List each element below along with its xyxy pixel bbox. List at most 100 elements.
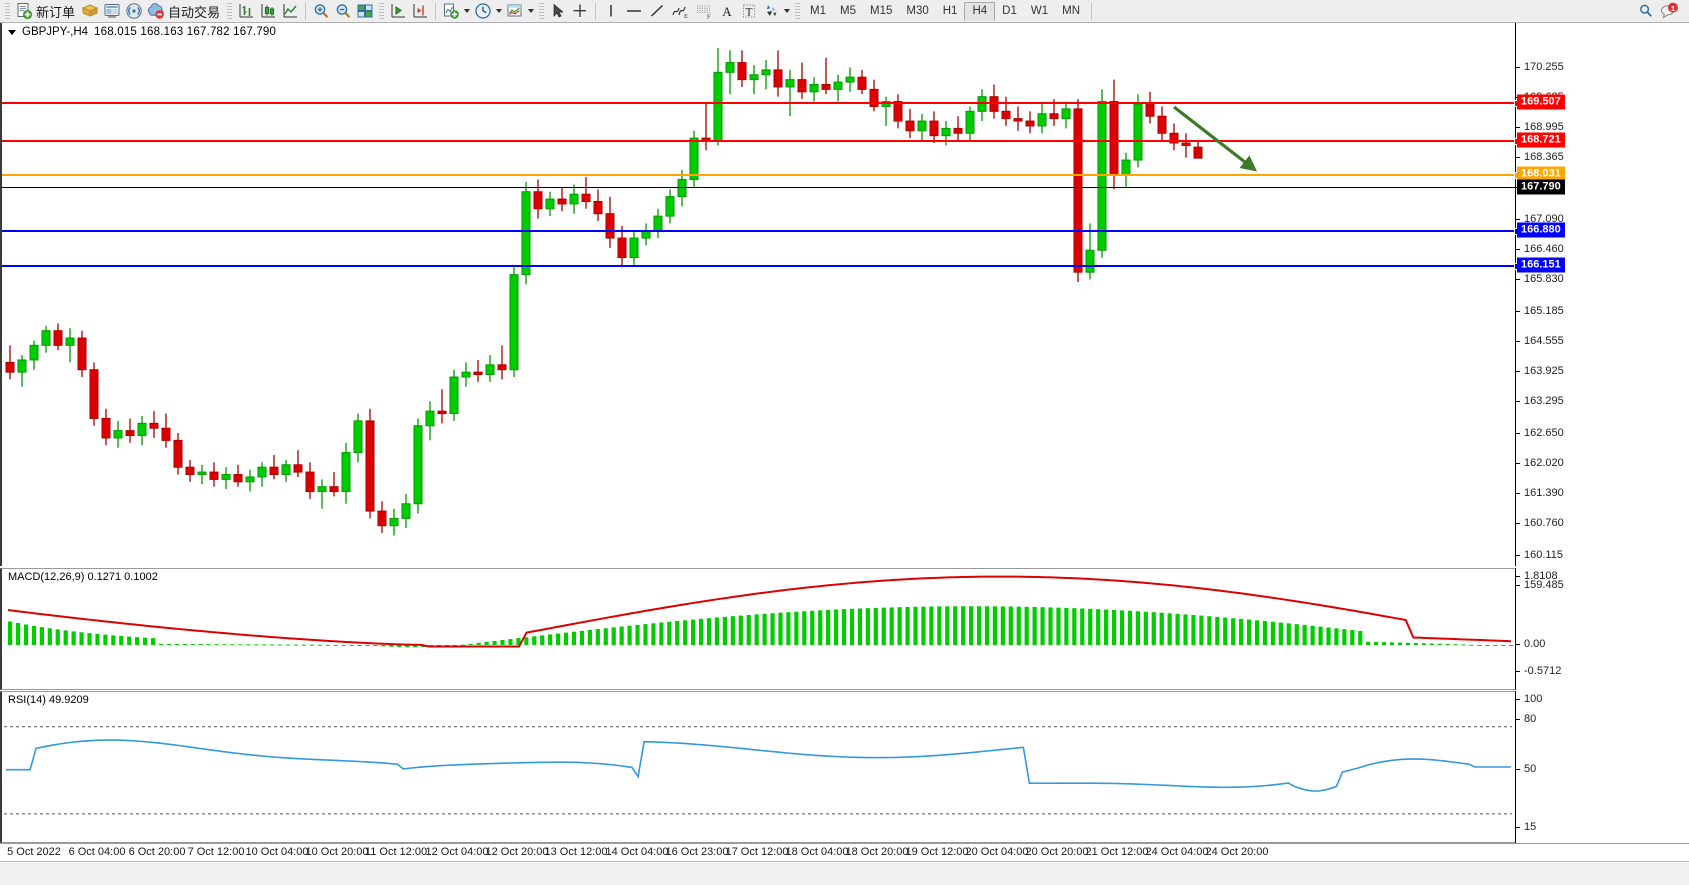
toolbar-grip-2[interactable] xyxy=(227,2,233,20)
vertical-line-button[interactable] xyxy=(600,1,622,22)
toolbar-grip-3[interactable] xyxy=(379,2,385,20)
timeframe-w1[interactable]: W1 xyxy=(1030,5,1049,17)
zoom-out-icon xyxy=(336,4,351,18)
trendline-button[interactable] xyxy=(646,1,668,22)
tile-windows-button[interactable] xyxy=(354,1,376,22)
timeframe-m5[interactable]: M5 xyxy=(840,5,856,17)
elliott-wave-button[interactable]: E xyxy=(668,1,692,22)
tile-windows-icon xyxy=(357,4,373,18)
timeframe-h4[interactable]: H4 xyxy=(964,1,996,21)
time-tick: 18 Oct 04:00 xyxy=(785,846,849,858)
search-icon xyxy=(1640,4,1652,17)
level-line-pivot[interactable] xyxy=(2,172,1521,179)
chart-window[interactable]: GBPJPY-,H4 168.015 168.163 167.782 167.7… xyxy=(0,23,1689,885)
price-level-label-support-1[interactable]: 166.880 xyxy=(1517,222,1565,238)
toolbar-grip-4[interactable] xyxy=(539,2,545,20)
level-line-support-1[interactable] xyxy=(2,228,1521,235)
timeframe-m30[interactable]: M30 xyxy=(906,5,929,17)
text-icon: A xyxy=(722,4,732,19)
price-scale[interactable]: 170.255169.625168.995168.365167.735167.0… xyxy=(1515,23,1689,591)
level-line-resistance-1[interactable] xyxy=(2,100,1521,107)
toolbar-separator-3 xyxy=(595,2,597,20)
fibonacci-icon: F xyxy=(697,5,711,21)
shift-start-button[interactable] xyxy=(387,1,409,22)
scale-tick: 1.8108 xyxy=(1516,570,1558,582)
price-level-label-support-2[interactable]: 166.151 xyxy=(1517,257,1565,273)
text-label-button[interactable]: T xyxy=(738,1,760,22)
timeframe-d1[interactable]: D1 xyxy=(1002,5,1017,17)
bar-chart-icon xyxy=(239,4,254,18)
price-chart-pane[interactable]: GBPJPY-,H4 168.015 168.163 167.782 167.7… xyxy=(0,23,1521,566)
time-tick: 19 Oct 12:00 xyxy=(905,846,969,858)
periods-dropdown-caret[interactable] xyxy=(496,9,503,13)
shift-end-button[interactable] xyxy=(409,1,431,22)
rsi-series xyxy=(4,726,1512,815)
timeframe-m15[interactable]: M15 xyxy=(870,5,893,17)
price-tick: 161.390 xyxy=(1516,487,1564,499)
shapes-dropdown-caret[interactable] xyxy=(784,9,791,13)
time-tick: 10 Oct 20:00 xyxy=(305,846,369,858)
trendline-icon xyxy=(651,4,664,17)
price-tick: 170.255 xyxy=(1516,61,1564,73)
profile-button[interactable] xyxy=(79,1,101,22)
timeframe-h1[interactable]: H1 xyxy=(942,5,958,17)
new-order-button[interactable]: 新订单 xyxy=(13,1,79,22)
price-level-label-resistance-1[interactable]: 169.507 xyxy=(1517,94,1565,110)
time-tick: 17 Oct 12:00 xyxy=(725,846,789,858)
macd-series xyxy=(7,575,1514,648)
indicators-button[interactable] xyxy=(440,1,472,22)
timeframe-m1[interactable]: M1 xyxy=(810,5,827,17)
shapes-button[interactable] xyxy=(760,1,792,22)
time-tick: 12 Oct 20:00 xyxy=(485,846,549,858)
zoom-in-icon xyxy=(314,4,329,18)
toolbar-grip-5[interactable] xyxy=(795,2,801,20)
templates-dropdown-caret[interactable] xyxy=(528,9,535,13)
level-line-support-2[interactable] xyxy=(2,263,1521,270)
profile-icon xyxy=(81,4,99,17)
templates-icon xyxy=(507,4,522,17)
indicators-dropdown-caret[interactable] xyxy=(464,9,471,13)
price-level-label-pivot[interactable]: 168.031 xyxy=(1517,166,1565,182)
main-toolbar: 新订单 自动交易 xyxy=(0,0,1689,23)
price-tick: 165.185 xyxy=(1516,305,1564,317)
chart-menu-caret[interactable] xyxy=(8,29,16,35)
svg-text:F: F xyxy=(707,14,711,21)
horizontal-line-button[interactable] xyxy=(622,1,646,22)
autotrading-icon xyxy=(147,3,164,19)
toolbar-separator-4 xyxy=(1091,2,1092,20)
cursor-button[interactable] xyxy=(547,1,569,22)
time-tick: 13 Oct 12:00 xyxy=(544,846,608,858)
price-level-label-current-bid[interactable]: 167.790 xyxy=(1517,179,1565,195)
timeframe-mn[interactable]: MN xyxy=(1062,5,1080,17)
time-axis[interactable]: 5 Oct 2022 6 Oct 04:00 6 Oct 20:00 7 Oct 12… xyxy=(0,843,1689,862)
bar-chart-button[interactable] xyxy=(235,1,257,22)
text-button[interactable]: A xyxy=(716,1,738,22)
notification-count: 1 xyxy=(1671,4,1676,13)
rsi-label: RSI(14) 49.9209 xyxy=(8,694,89,706)
price-tick: 167.090 xyxy=(1516,213,1564,225)
terminal-button[interactable] xyxy=(101,1,123,22)
level-line-resistance-2[interactable] xyxy=(2,138,1521,145)
fibonacci-button[interactable]: F xyxy=(692,1,716,22)
search-button[interactable] xyxy=(1635,1,1657,22)
macd-label: MACD(12,26,9) 0.1271 0.1002 xyxy=(8,571,158,583)
signal-button[interactable] xyxy=(123,1,145,22)
crosshair-button[interactable] xyxy=(569,1,591,22)
notifications-button[interactable]: 1 xyxy=(1657,1,1681,22)
shift-start-icon xyxy=(391,4,406,18)
price-level-label-resistance-2[interactable]: 168.721 xyxy=(1517,132,1565,148)
templates-button[interactable] xyxy=(504,1,536,22)
zoom-out-button[interactable] xyxy=(332,1,354,22)
periods-button[interactable] xyxy=(472,1,504,22)
candlestick-chart-button[interactable] xyxy=(257,1,279,22)
toolbar-grip[interactable] xyxy=(5,2,10,20)
notifications-icon: 1 xyxy=(1660,2,1678,19)
autotrading-button[interactable]: 自动交易 xyxy=(145,1,224,22)
line-chart-button[interactable] xyxy=(279,1,301,22)
macd-pane[interactable]: MACD(12,26,9) 0.1271 0.1002 xyxy=(0,568,1515,690)
autotrading-label: 自动交易 xyxy=(168,5,221,21)
rsi-pane[interactable]: RSI(14) 49.9209 xyxy=(0,691,1515,843)
crosshair-icon xyxy=(573,4,587,17)
price-tick: 162.020 xyxy=(1516,457,1564,469)
zoom-in-button[interactable] xyxy=(310,1,332,22)
